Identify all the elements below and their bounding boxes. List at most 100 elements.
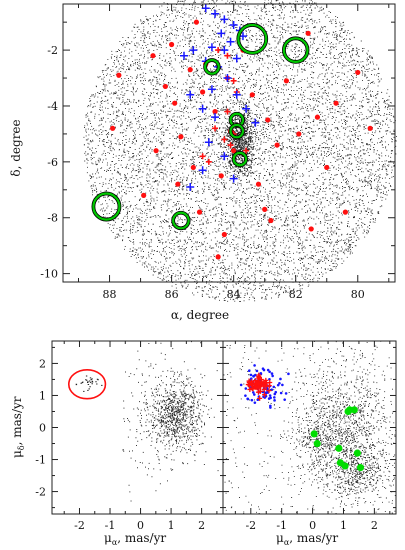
red-star bbox=[243, 147, 250, 154]
red-star bbox=[262, 206, 268, 212]
red-star bbox=[116, 72, 122, 78]
right-scatter-points bbox=[223, 340, 397, 515]
red-star bbox=[333, 100, 339, 106]
blue-star bbox=[220, 15, 229, 24]
red-star bbox=[224, 108, 231, 115]
y-tick-label: -2 bbox=[35, 486, 46, 499]
blue-star bbox=[217, 29, 226, 38]
blue-star bbox=[186, 183, 195, 192]
green-dot bbox=[313, 439, 321, 448]
mu-alpha-unit: , mas/yr bbox=[117, 531, 166, 545]
y-tick-label: 2 bbox=[39, 357, 46, 370]
selection-ellipse bbox=[67, 369, 107, 400]
red-star bbox=[224, 52, 231, 59]
red-star bbox=[150, 53, 156, 59]
red-star bbox=[255, 181, 262, 187]
blue-dot bbox=[274, 390, 278, 394]
blue-star bbox=[232, 90, 241, 99]
x-tick-labels: 88 86 84 82 80 bbox=[103, 288, 365, 301]
blue-star bbox=[207, 43, 216, 52]
x-tick-label: 2 bbox=[371, 519, 378, 532]
blue-dot bbox=[279, 391, 283, 395]
right-panel-frame bbox=[222, 340, 397, 515]
cluster-circle bbox=[204, 58, 220, 75]
blue-star bbox=[189, 46, 198, 55]
blue-dot bbox=[247, 369, 251, 372]
x-tick-label: 2 bbox=[198, 519, 205, 532]
blue-dot bbox=[270, 372, 274, 375]
green-dot-series bbox=[310, 406, 365, 472]
red-star-series bbox=[110, 19, 373, 260]
x-tick-label: 1 bbox=[168, 519, 175, 532]
red-star bbox=[212, 108, 218, 115]
blue-dot bbox=[259, 372, 263, 375]
blue-dot bbox=[246, 397, 249, 401]
red-star bbox=[199, 153, 206, 160]
y-tick-label: -6 bbox=[47, 156, 58, 169]
blue-star bbox=[220, 152, 229, 161]
y-tick-labels: -2 -4 -6 -8 -10 bbox=[40, 44, 58, 281]
blue-star bbox=[229, 20, 238, 29]
red-plus bbox=[258, 376, 264, 382]
red-star bbox=[227, 142, 234, 149]
red-star bbox=[221, 231, 227, 238]
blue-dot bbox=[255, 369, 259, 373]
mu-alpha-sub: α bbox=[112, 538, 118, 547]
right-panel-points bbox=[223, 340, 397, 515]
blue-dot bbox=[249, 373, 253, 377]
red-star bbox=[218, 173, 224, 179]
mu-delta-unit: , mas/yr bbox=[10, 396, 24, 445]
blue-star bbox=[180, 51, 189, 60]
blue-dot bbox=[278, 381, 281, 385]
red-star bbox=[178, 134, 184, 140]
x-tick-label: -2 bbox=[74, 519, 85, 532]
mu-alpha-unit-2: , mas/yr bbox=[289, 531, 338, 545]
mu-alpha-sub-2: α bbox=[284, 538, 290, 547]
blue-star bbox=[223, 74, 232, 83]
blue-dot bbox=[273, 399, 276, 402]
y-tick-label: 1 bbox=[39, 389, 46, 402]
red-star bbox=[175, 181, 181, 187]
green-dot bbox=[310, 430, 318, 438]
red-plus bbox=[257, 395, 263, 401]
mu-delta-sub: δ bbox=[17, 445, 26, 450]
plot-frame bbox=[62, 3, 396, 283]
red-star bbox=[196, 209, 203, 215]
blue-dot bbox=[266, 368, 270, 372]
blue-star bbox=[226, 37, 235, 46]
green-dot bbox=[350, 406, 358, 414]
red-star bbox=[187, 67, 193, 73]
blue-dot bbox=[269, 406, 272, 409]
blue-dot bbox=[272, 385, 276, 389]
left-x-axis-title: μα, mas/yr bbox=[104, 531, 166, 547]
red-plus bbox=[253, 384, 259, 390]
red-star bbox=[162, 83, 168, 90]
red-plus bbox=[255, 389, 261, 395]
blue-star-series bbox=[180, 4, 260, 192]
red-star bbox=[249, 92, 255, 98]
blue-dot bbox=[284, 392, 288, 395]
red-star bbox=[308, 226, 314, 232]
blue-dot bbox=[262, 368, 266, 372]
blue-dot bbox=[268, 394, 272, 397]
blue-dot bbox=[256, 398, 260, 401]
red-plus bbox=[261, 381, 267, 387]
red-star bbox=[268, 217, 274, 224]
blue-dot bbox=[252, 391, 255, 394]
blue-star bbox=[211, 9, 220, 18]
red-plus bbox=[256, 381, 262, 387]
blue-dot bbox=[239, 383, 243, 387]
red-plus bbox=[247, 387, 253, 393]
red-star bbox=[296, 131, 302, 137]
blue-dot bbox=[244, 394, 247, 397]
red-star bbox=[212, 125, 219, 132]
cluster-circle bbox=[229, 123, 245, 139]
blue-star bbox=[198, 104, 207, 113]
cluster-circles bbox=[91, 23, 310, 231]
y-tick-label: -1 bbox=[35, 454, 46, 467]
x-tick-label: 86 bbox=[165, 288, 179, 301]
red-star bbox=[190, 164, 196, 171]
x-tick-label: -1 bbox=[105, 519, 116, 532]
red-star bbox=[215, 254, 221, 260]
blue-dot bbox=[268, 377, 271, 381]
